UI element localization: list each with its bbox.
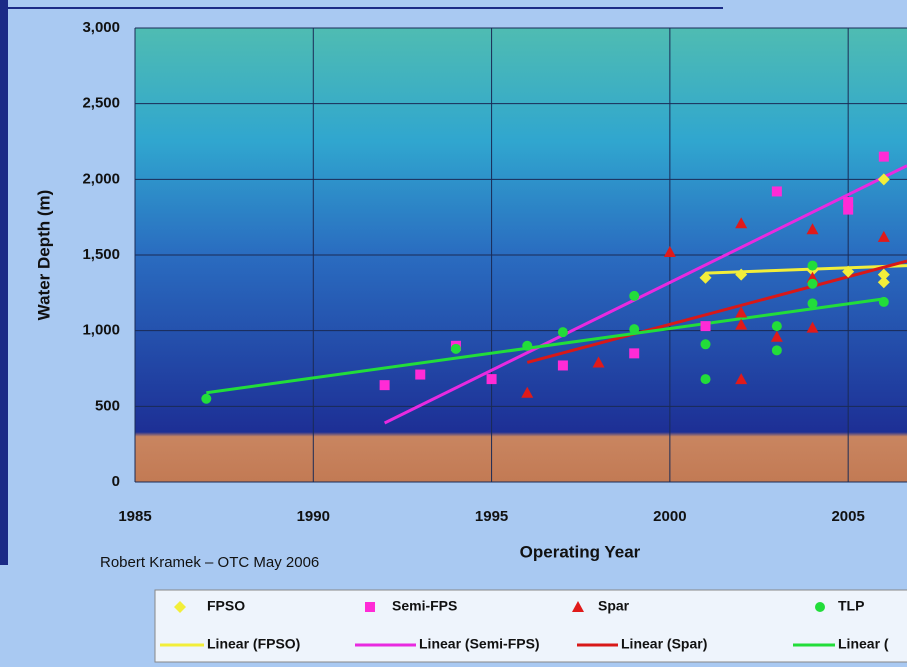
marker-circle bbox=[808, 279, 818, 289]
marker-circle bbox=[808, 261, 818, 271]
marker-circle bbox=[629, 291, 639, 301]
marker-square bbox=[843, 197, 853, 207]
side-bar bbox=[0, 0, 8, 565]
marker-square bbox=[365, 602, 375, 612]
y-tick-label: 2,500 bbox=[82, 95, 120, 112]
legend-label: FPSO bbox=[207, 598, 245, 614]
marker-circle bbox=[701, 374, 711, 384]
marker-square bbox=[772, 186, 782, 196]
annotation: Robert Kramek – OTC May 2006 bbox=[100, 554, 319, 571]
chart: Operating Year Water Depth (m) Robert Kr… bbox=[0, 0, 907, 667]
marker-square bbox=[380, 380, 390, 390]
marker-circle bbox=[451, 344, 461, 354]
x-tick-label: 2000 bbox=[653, 508, 686, 525]
y-axis-title: Water Depth (m) bbox=[34, 190, 53, 321]
marker-square bbox=[879, 152, 889, 162]
marker-square bbox=[701, 321, 711, 331]
legend-label: Spar bbox=[598, 598, 630, 614]
marker-circle bbox=[201, 394, 211, 404]
y-tick-label: 0 bbox=[112, 473, 120, 490]
marker-circle bbox=[629, 324, 639, 334]
marker-circle bbox=[772, 345, 782, 355]
marker-square bbox=[629, 348, 639, 358]
x-tick-label: 1985 bbox=[118, 508, 151, 525]
legend-label: Linear (Spar) bbox=[621, 636, 707, 652]
marker-square bbox=[415, 370, 425, 380]
y-tick-label: 500 bbox=[95, 397, 120, 414]
legend-label: Linear (Semi-FPS) bbox=[419, 636, 540, 652]
marker-circle bbox=[772, 321, 782, 331]
marker-square bbox=[487, 374, 497, 384]
marker-circle bbox=[879, 297, 889, 307]
legend-label: Linear ( bbox=[838, 636, 889, 652]
y-tick-label: 1,500 bbox=[82, 246, 120, 263]
marker-square bbox=[558, 360, 568, 370]
x-axis-title: Operating Year bbox=[520, 542, 641, 561]
marker-circle bbox=[701, 339, 711, 349]
marker-circle bbox=[815, 602, 825, 612]
y-tick-label: 1,000 bbox=[82, 322, 120, 339]
x-tick-label: 1995 bbox=[475, 508, 508, 525]
marker-circle bbox=[558, 327, 568, 337]
x-tick-label: 2005 bbox=[831, 508, 864, 525]
legend-label: Semi-FPS bbox=[392, 598, 457, 614]
x-tick-label: 1990 bbox=[297, 508, 330, 525]
page: {"chart_data": { "type": "scatter", "xla… bbox=[0, 0, 907, 667]
top-rule bbox=[8, 7, 723, 9]
marker-circle bbox=[808, 298, 818, 308]
legend-label: Linear (FPSO) bbox=[207, 636, 300, 652]
y-tick-label: 3,000 bbox=[82, 19, 120, 36]
y-tick-label: 2,000 bbox=[82, 170, 120, 187]
marker-circle bbox=[522, 341, 532, 351]
legend-label: TLP bbox=[838, 598, 864, 614]
